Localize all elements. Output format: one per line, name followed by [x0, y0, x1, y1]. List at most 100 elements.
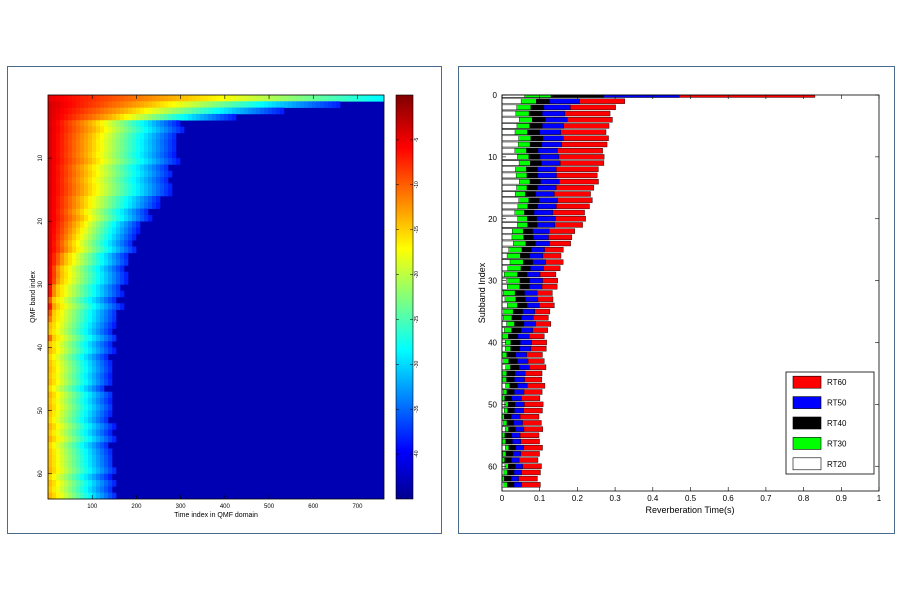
heatmap-cell [92, 170, 97, 178]
heatmap-cell [160, 145, 165, 153]
subband-bar-group [501, 148, 603, 154]
heatmap-cell [104, 379, 109, 386]
heatmap-cell [64, 322, 69, 329]
heatmap-cell [64, 353, 69, 361]
heatmap-cell [80, 113, 85, 121]
heatmap-cell [112, 309, 117, 317]
heatmap-cell [124, 132, 129, 140]
heatmap-cell [136, 196, 141, 203]
heatmap-cell [56, 347, 61, 355]
heatmap-cell [196, 101, 201, 108]
heatmap-cell [52, 467, 57, 475]
heatmap-cell [108, 252, 113, 260]
heatmap-row [48, 284, 121, 291]
heatmap-row [48, 177, 169, 184]
heatmap-cell [64, 170, 69, 178]
heatmap-cell [104, 196, 109, 203]
heatmap-cell [96, 341, 101, 348]
heatmap-cell [136, 120, 141, 127]
heatmap-cell [112, 435, 117, 443]
heatmap-cell [100, 297, 105, 304]
heatmap-cell [172, 139, 177, 146]
heatmap-cell [116, 132, 121, 140]
heatmap-cell [120, 177, 125, 184]
heatmap-cell [56, 467, 61, 475]
subband-bar-group [501, 247, 564, 253]
heatmap-cell [52, 95, 57, 102]
heatmap-cell [64, 214, 69, 222]
heatmap-cell [100, 328, 105, 336]
heatmap-cell [56, 233, 61, 241]
bar-rt20 [501, 228, 513, 234]
heatmap-cell [104, 189, 109, 197]
heatmap-cell [96, 416, 101, 424]
heatmap-cell [96, 183, 101, 190]
heatmap-cell [248, 101, 253, 108]
heatmap-cell [68, 221, 73, 228]
heatmap-cell [100, 404, 105, 411]
heatmap-cell [92, 284, 97, 291]
heatmap-cell [116, 158, 121, 165]
heatmap-cell [264, 95, 269, 102]
heatmap-cell [184, 113, 189, 121]
heatmap-cell [72, 290, 77, 298]
heatmap-cell [108, 132, 113, 140]
heatmap-cell [240, 107, 245, 115]
heatmap-row [48, 139, 177, 146]
heatmap-cell [52, 429, 57, 437]
heatmap-cell [68, 328, 73, 336]
heatmap-cell [80, 442, 85, 449]
bar-x-axis-label: Reverberation Time(s) [645, 505, 734, 515]
heatmap-cell [88, 404, 93, 411]
heatmap-cell [76, 101, 81, 108]
heatmap-cell [68, 379, 73, 386]
subband-bar-group [501, 346, 547, 352]
heatmap-cell [76, 278, 81, 285]
heatmap-row [48, 221, 141, 228]
heatmap-cell [116, 101, 121, 108]
heatmap-cell [108, 461, 113, 468]
heatmap-cell [112, 214, 117, 222]
heatmap-cell [52, 442, 57, 449]
heatmap-cell [72, 297, 77, 304]
heatmap-cell [76, 353, 81, 361]
heatmap-cell [156, 120, 161, 127]
heatmap-cell [76, 360, 81, 367]
heatmap-cell [88, 334, 93, 342]
heatmap-cell [128, 101, 133, 108]
heatmap-cell [68, 290, 73, 298]
heatmap-cell [156, 177, 161, 184]
subband-bar-group [501, 432, 540, 438]
heatmap-row [48, 423, 117, 430]
heatmap-cell [148, 196, 153, 203]
heatmap-cell [72, 372, 77, 380]
heatmap-cell [80, 297, 85, 304]
bar-y-tick-label: 10 [488, 153, 497, 162]
heatmap-cell [96, 233, 101, 241]
subband-bar-group [501, 364, 547, 370]
heatmap-cell [144, 164, 149, 172]
heatmap-cell [112, 278, 117, 285]
heatmap-cell [64, 233, 69, 241]
heatmap-cell [92, 164, 97, 172]
bar-rt20 [501, 110, 517, 117]
heatmap-cell [92, 132, 97, 140]
heatmap-cell [68, 410, 73, 418]
heatmap-cell [104, 416, 109, 424]
heatmap-cell [96, 107, 101, 115]
bar-rt20 [501, 135, 519, 141]
heatmap-cell [84, 120, 89, 127]
heatmap-cell [80, 189, 85, 197]
heatmap-cell [112, 126, 117, 134]
heatmap-cell [64, 221, 69, 228]
heatmap-cell [104, 151, 109, 159]
heatmap-cell [140, 196, 145, 203]
heatmap-row [48, 486, 113, 493]
heatmap-cell [68, 208, 73, 216]
heatmap-cell [52, 322, 57, 329]
heatmap-cell [152, 177, 157, 184]
heatmap-cell [116, 183, 121, 190]
heatmap-cell [60, 442, 65, 449]
heatmap-cell [48, 328, 53, 336]
heatmap-cell [120, 278, 125, 285]
